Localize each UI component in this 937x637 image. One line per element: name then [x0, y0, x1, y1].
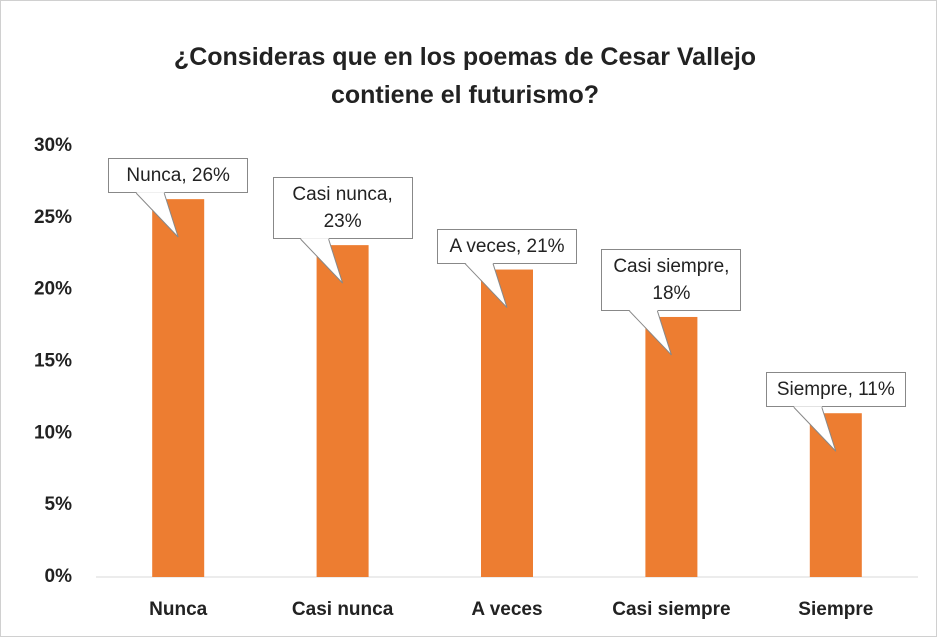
data-label-box: Siempre, 11% [765, 372, 906, 408]
y-tick-label: 5% [45, 494, 73, 515]
bar [809, 413, 862, 577]
callout-edge [821, 407, 837, 452]
callout-edge [135, 192, 179, 238]
y-tick-label: 25% [34, 207, 72, 228]
callout-edge [464, 263, 508, 308]
data-label-box: Casi siempre, 18% [601, 248, 742, 311]
callout-edge [328, 238, 344, 284]
data-label: Nunca, 26% [108, 158, 249, 194]
x-tick-label: Casi siempre [612, 599, 730, 620]
data-label: Casi siempre, 18% [601, 248, 742, 311]
callout-edge [300, 238, 343, 284]
x-tick-label: Casi nunca [292, 599, 394, 620]
callout-edge [656, 310, 672, 356]
callout-edge [163, 193, 179, 238]
bar [645, 316, 698, 577]
data-label-box: Nunca, 26% [108, 158, 249, 194]
x-tick-label: A veces [471, 599, 542, 620]
data-label-box: A veces, 21% [437, 228, 577, 264]
y-tick-label: 30% [34, 135, 72, 156]
y-tick-label: 15% [34, 351, 72, 372]
data-label: Siempre, 11% [765, 372, 906, 408]
x-tick-label: Siempre [798, 599, 873, 620]
y-tick-label: 20% [34, 279, 72, 300]
callout-edge [793, 406, 837, 452]
bar [316, 245, 369, 577]
bar [481, 269, 533, 577]
y-tick-label: 0% [45, 566, 73, 587]
y-tick-label: 10% [34, 422, 72, 443]
callout-edge [629, 310, 672, 356]
callout-edge [492, 263, 508, 308]
data-label: Casi nunca, 23% [272, 177, 413, 240]
bar [152, 199, 205, 577]
data-label: A veces, 21% [437, 228, 577, 264]
x-tick-label: Nunca [149, 599, 208, 620]
data-label-box: Casi nunca, 23% [272, 177, 413, 240]
chart-title: ¿Consideras que en los poemas de Cesar V… [173, 43, 757, 109]
